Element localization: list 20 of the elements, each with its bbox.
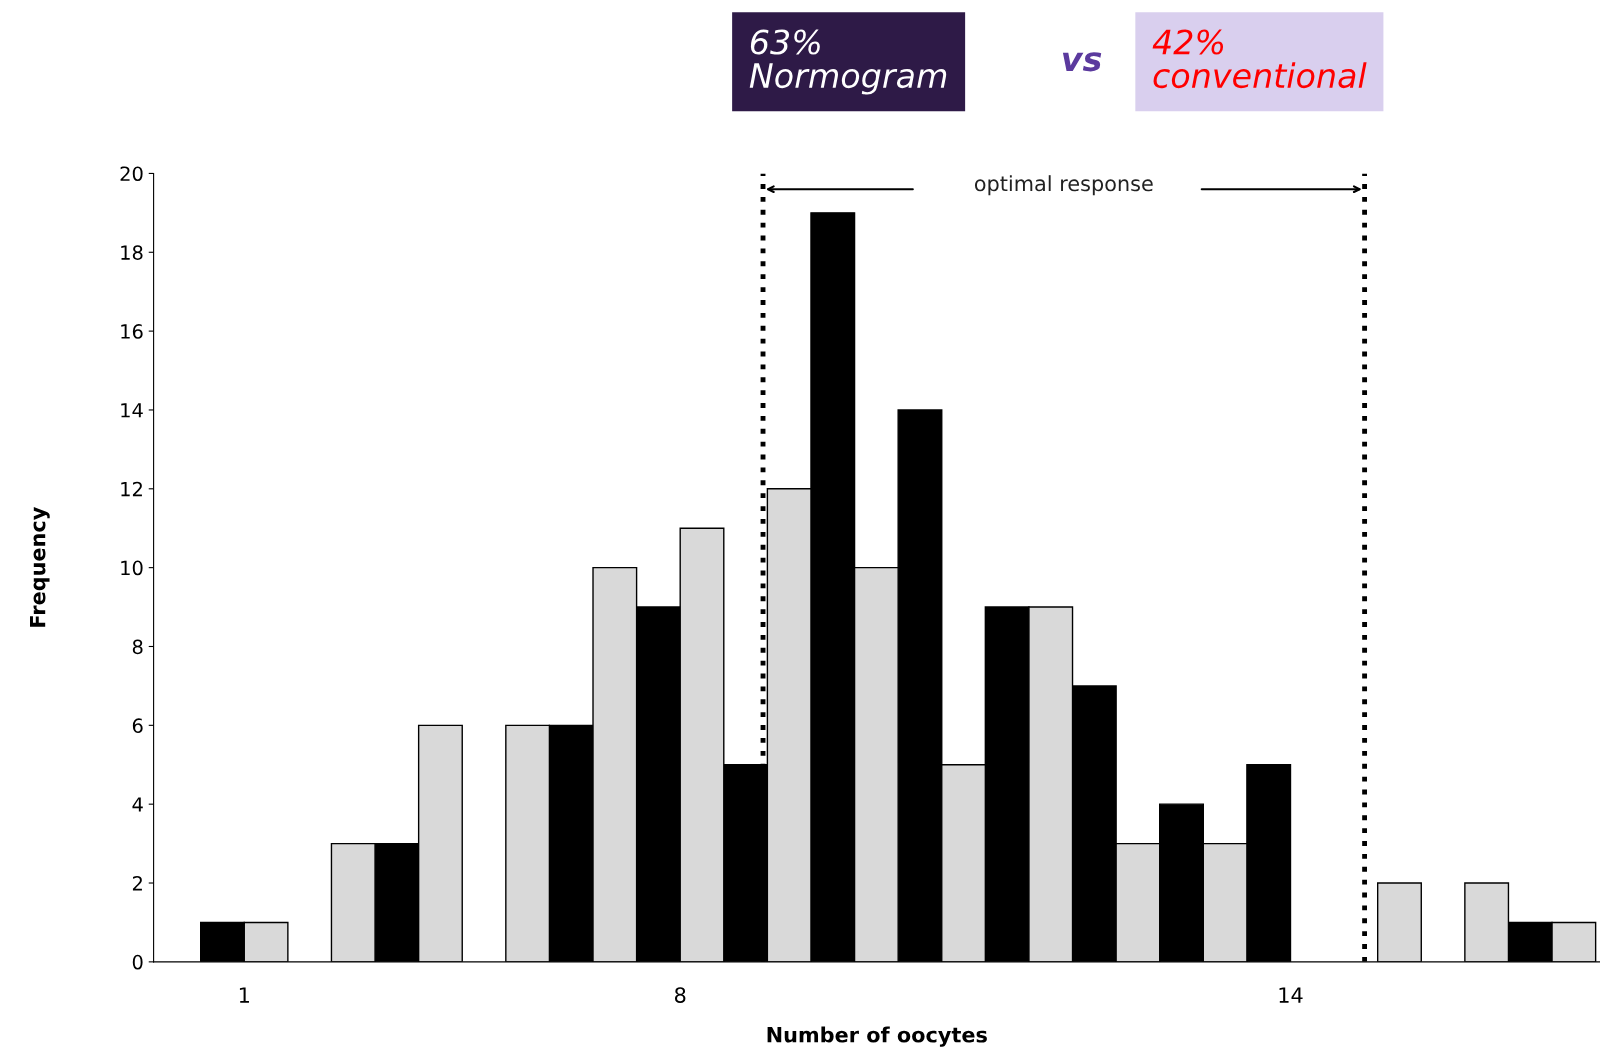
y-tick-label: 18 — [121, 245, 143, 260]
text: vs — [1062, 52, 1102, 72]
y-tick-label: 16 — [121, 324, 143, 339]
y-tick-label: 20 — [120, 166, 143, 182]
y-tick-label: 4 — [132, 797, 143, 812]
y-tick-label: 10 — [121, 560, 143, 576]
y-tick-label: 12 — [121, 481, 142, 497]
text: 63% Normogram — [749, 29, 947, 95]
x-tick-label: 14 — [1279, 987, 1303, 1003]
y-tick-label: 2 — [132, 875, 142, 891]
x-tick-label: 1 — [239, 987, 249, 1003]
x-tick-label: 8 — [674, 987, 686, 1003]
y-tick-label: 0 — [132, 954, 143, 970]
annotation: optimal response — [974, 175, 1153, 196]
text: 42% conventional — [1152, 29, 1367, 89]
x-axis-title: Number of oocytes — [767, 1026, 987, 1047]
y-tick-label: 6 — [132, 718, 143, 733]
y-tick-label: 8 — [132, 639, 143, 655]
y-tick-label: 14 — [121, 403, 143, 418]
y-axis-title: Frequency — [30, 507, 50, 627]
